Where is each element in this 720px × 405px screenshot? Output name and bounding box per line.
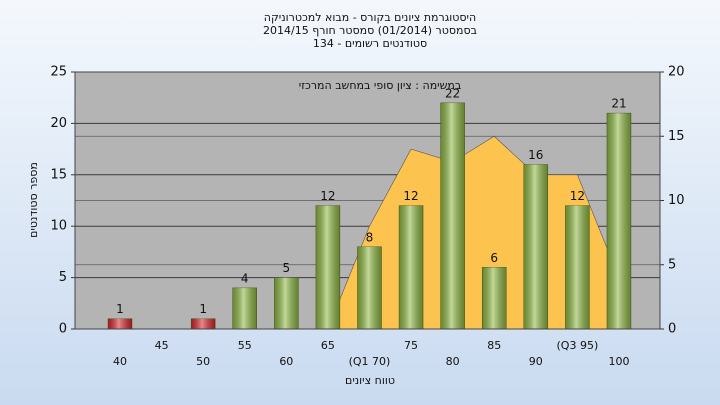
bar-shine bbox=[108, 318, 132, 329]
x-tick-label: 65 bbox=[321, 339, 335, 352]
data-label: 12 bbox=[570, 189, 585, 203]
data-label: 12 bbox=[403, 189, 418, 203]
data-label: 5 bbox=[282, 261, 290, 275]
y2-tick-label: 10 bbox=[668, 193, 685, 208]
chart-title: בסמסטר (01/2014) סמסטר חורף 2014/15 bbox=[263, 24, 477, 37]
x-tick-label: 100 bbox=[608, 355, 629, 368]
data-label: 6 bbox=[490, 251, 498, 265]
y-axis-label: מספר סטודנטים bbox=[27, 162, 40, 238]
x-tick-label: 80 bbox=[446, 355, 460, 368]
x-tick-label: 85 bbox=[487, 339, 501, 352]
bar-shine bbox=[606, 113, 631, 330]
bar-shine bbox=[274, 277, 299, 329]
bar-shine bbox=[191, 318, 216, 329]
x-tick-label: (Q1 70) bbox=[349, 355, 391, 368]
x-tick-label: (Q3 95) bbox=[557, 339, 599, 352]
x-axis-label: טווח ציונים bbox=[345, 374, 395, 387]
y-tick-label: 20 bbox=[50, 116, 67, 131]
data-label: 21 bbox=[611, 97, 626, 111]
x-tick-label: 50 bbox=[196, 355, 210, 368]
bar-shine bbox=[399, 205, 424, 329]
y2-tick-label: 0 bbox=[668, 322, 676, 337]
data-label: 1 bbox=[116, 302, 124, 316]
data-label: 8 bbox=[366, 230, 374, 244]
y2-tick-label: 20 bbox=[668, 65, 685, 80]
x-tick-label: 60 bbox=[279, 355, 293, 368]
data-label: 4 bbox=[241, 271, 249, 285]
bar-shine bbox=[232, 287, 257, 329]
annotation: במשימה : ציון סופי במחשב המרכזי bbox=[299, 79, 462, 92]
x-tick-label: 75 bbox=[404, 339, 418, 352]
data-label: 22 bbox=[445, 86, 460, 100]
y-tick-label: 0 bbox=[59, 322, 67, 337]
bar-shine bbox=[565, 205, 590, 329]
data-label: 12 bbox=[320, 189, 335, 203]
y-tick-label: 25 bbox=[50, 65, 67, 80]
chart-title: סטודנטים רשומים - 134 bbox=[313, 37, 427, 50]
chart-title: היסטוגרמת ציונים בקורס - מבוא למכטרוניקה bbox=[264, 11, 476, 24]
y-tick-label: 5 bbox=[59, 270, 67, 285]
x-tick-label: 45 bbox=[155, 339, 169, 352]
plot-border bbox=[74, 71, 661, 330]
bar-shine bbox=[440, 102, 465, 329]
y-tick-label: 15 bbox=[50, 167, 67, 182]
bar-shine bbox=[357, 246, 382, 329]
data-label: 1 bbox=[199, 302, 207, 316]
x-tick-label: 55 bbox=[238, 339, 252, 352]
bar-shine bbox=[523, 164, 548, 329]
y2-tick-label: 15 bbox=[668, 129, 685, 144]
bar-shine bbox=[482, 267, 507, 329]
bar-shine bbox=[315, 205, 340, 329]
x-tick-label: 90 bbox=[529, 355, 543, 368]
x-tick-label: 40 bbox=[113, 355, 127, 368]
y2-tick-label: 5 bbox=[668, 257, 676, 272]
y-tick-label: 10 bbox=[50, 219, 67, 234]
data-label: 16 bbox=[528, 148, 543, 162]
